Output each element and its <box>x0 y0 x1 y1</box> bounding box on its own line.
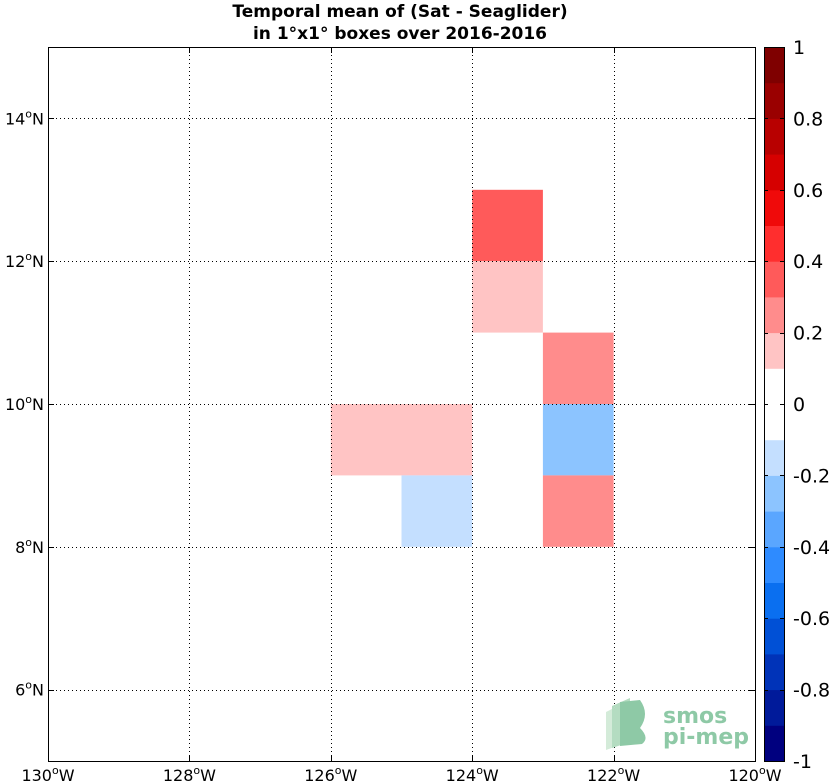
colorbar-tick-label: 0 <box>793 394 805 416</box>
heatmap-cell <box>472 261 543 333</box>
colorbar-segment <box>764 546 784 583</box>
y-tick-label: 14oN <box>5 107 44 128</box>
logo-text-smos: smos <box>663 704 727 729</box>
y-tick-label: 10oN <box>5 393 44 414</box>
colorbar-segment <box>764 332 784 369</box>
colorbar-segment <box>764 439 784 476</box>
colorbar-tick-label: -0.8 <box>793 680 830 702</box>
colorbar-segment <box>764 47 784 84</box>
colorbar-segment <box>764 261 784 298</box>
logo-text-pi-mep: pi-mep <box>663 725 749 750</box>
colorbar-segment <box>764 225 784 262</box>
colorbar-tick-label: 0.8 <box>793 108 823 130</box>
smos-pi-mep-logo: smos pi-mep <box>606 698 749 750</box>
colorbar: 1 0.8 0.6 0.4 0.2 0 -0.2 -0.4 -0.6 -0.8 -1 <box>764 37 830 773</box>
y-tick-label: 12oN <box>5 250 44 271</box>
colorbar-segment <box>764 118 784 155</box>
colorbar-tick-label: -0.6 <box>793 608 830 630</box>
colorbar-segment <box>764 189 784 226</box>
colorbar-segment <box>764 653 784 691</box>
heatmap-cell <box>472 189 543 262</box>
x-axis: 130oW 128oW 126oW 124oW 122oW 120oW <box>21 47 782 784</box>
heatmap-cell <box>330 404 402 476</box>
colorbar-tick-label: 1 <box>793 37 805 59</box>
colorbar-tick-label: -0.4 <box>793 537 830 559</box>
colorbar-segment <box>764 582 784 619</box>
x-tick-label: 124oW <box>446 764 499 784</box>
x-tick-label: 126oW <box>304 764 357 784</box>
colorbar-segment <box>764 296 784 334</box>
colorbar-segment <box>764 154 784 191</box>
colorbar-tick-label: -0.2 <box>793 465 830 487</box>
colorbar-segment <box>764 404 784 441</box>
heatmap-cell <box>401 404 473 476</box>
heatmap-cell <box>401 475 473 547</box>
heatmap-cells <box>330 189 614 547</box>
y-tick-label: 8oN <box>15 536 44 557</box>
heatmap-cell <box>542 332 614 404</box>
x-tick-label: 130oW <box>21 764 74 784</box>
colorbar-segment <box>764 725 784 762</box>
heatmap-cell <box>542 475 614 547</box>
colorbar-segment <box>764 82 784 119</box>
chart-title: Temporal mean of (Sat - Seaglider) in 1°… <box>232 2 567 44</box>
colorbar-segment <box>764 475 784 512</box>
grid-lines <box>48 47 755 761</box>
colorbar-segment <box>764 689 784 726</box>
colorbar-segment <box>764 368 784 405</box>
heatmap-cell <box>542 404 614 476</box>
colorbar-tick-label: 0.6 <box>793 180 823 202</box>
title-line-2: in 1°x1° boxes over 2016-2016 <box>253 24 547 44</box>
x-tick-label: 122oW <box>587 764 640 784</box>
colorbar-segment <box>764 618 784 655</box>
colorbar-tick-label: -1 <box>793 751 812 773</box>
colorbar-segment <box>764 511 784 548</box>
x-tick-label: 120oW <box>728 764 781 784</box>
y-tick-label: 6oN <box>15 679 44 700</box>
colorbar-tick-label: 0.4 <box>793 251 823 273</box>
logo-mark-icon <box>606 698 646 750</box>
x-tick-label: 128oW <box>163 764 216 784</box>
y-axis: 6oN 8oN 10oN 12oN 14oN <box>5 107 755 700</box>
title-line-1: Temporal mean of (Sat - Seaglider) <box>232 2 567 22</box>
colorbar-tick-label: 0.2 <box>793 323 823 345</box>
